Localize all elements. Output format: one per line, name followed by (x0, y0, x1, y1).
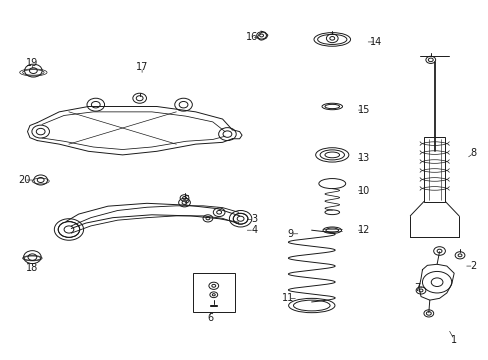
Text: 11: 11 (282, 293, 294, 303)
Text: 7: 7 (414, 283, 420, 293)
Text: 10: 10 (357, 186, 369, 196)
Text: 8: 8 (469, 148, 476, 158)
Text: 2: 2 (469, 261, 476, 271)
Text: 16: 16 (245, 32, 257, 41)
Bar (193, 273, 234, 312)
Text: 12: 12 (357, 225, 369, 235)
Text: 19: 19 (26, 58, 39, 68)
Text: 13: 13 (357, 153, 369, 163)
Text: 20: 20 (18, 175, 30, 185)
Text: 6: 6 (207, 313, 213, 323)
Text: 4: 4 (251, 225, 257, 235)
Text: 3: 3 (251, 215, 257, 224)
Text: 9: 9 (287, 229, 293, 239)
Text: 17: 17 (136, 62, 148, 72)
Text: 14: 14 (369, 37, 382, 47)
Text: 15: 15 (357, 105, 369, 115)
Text: 18: 18 (26, 263, 39, 273)
Text: 1: 1 (450, 334, 456, 345)
Bar (423, 137, 445, 202)
Text: 5: 5 (183, 195, 189, 205)
